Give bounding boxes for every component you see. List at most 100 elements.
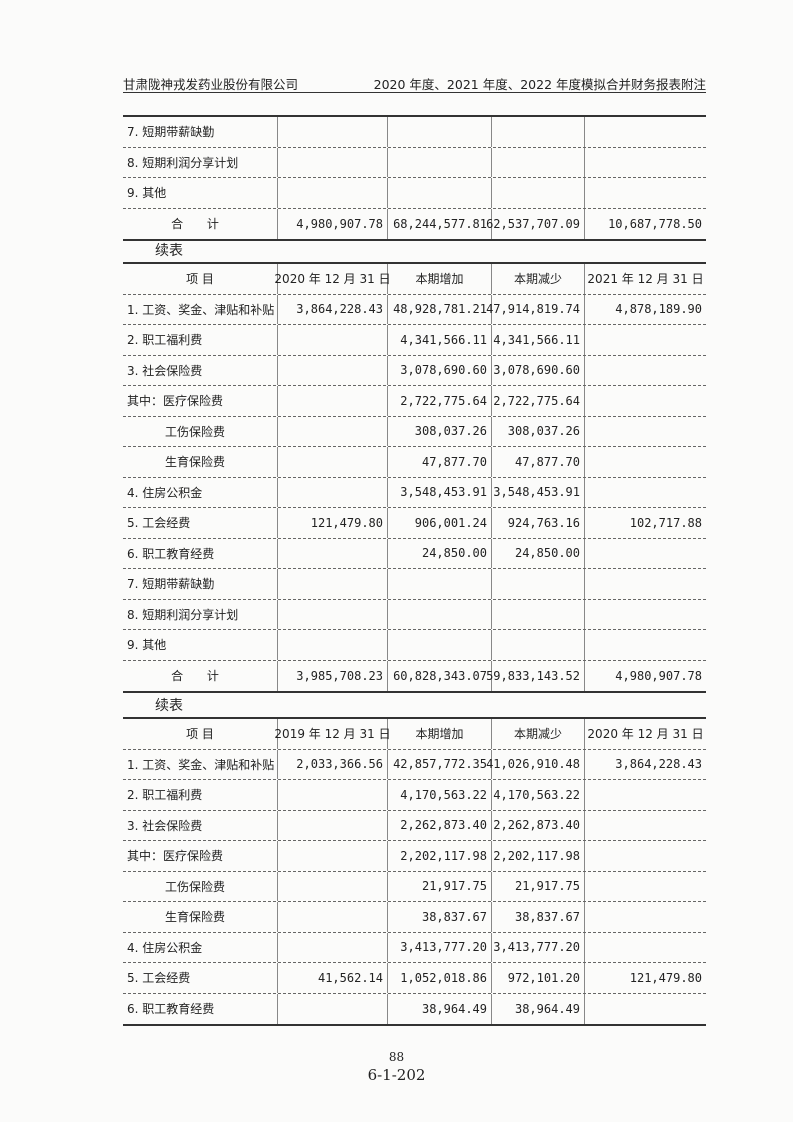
amount-cell: 10,687,778.50 (608, 216, 702, 231)
amount-cell (278, 902, 388, 932)
table-row: 5. 工会经费 121,479.80 906,001.24 924,763.16 102… (123, 508, 706, 539)
amount-cell (278, 178, 388, 208)
amount-cell (278, 841, 388, 871)
amount-cell (585, 569, 706, 599)
amount-cell (278, 599, 388, 629)
amount-cell: 4,980,907.78 (278, 208, 388, 239)
column-header: 2020 年 12 月 31 日 (274, 264, 391, 294)
item-label: 4. 住房公积金 (123, 932, 278, 962)
amount-cell (492, 117, 585, 147)
amount-cell (278, 147, 388, 177)
amount-cell: 3,078,690.60 (388, 355, 492, 385)
amount-cell (492, 599, 585, 629)
amount-cell (278, 932, 388, 962)
amount-cell (585, 117, 706, 147)
amount-cell: 47,877.70 (492, 447, 585, 477)
amount-cell: 47,914,819.74 (486, 294, 585, 324)
table-row: 8. 短期利润分享计划 (123, 147, 706, 178)
item-label: 2. 职工福利费 (123, 325, 278, 355)
amount-cell: 38,964.49 (388, 993, 492, 1024)
item-label: 3. 社会保险费 (123, 355, 278, 385)
table-header-row: 项 目 2020 年 12 月 31 日本期增加 本期减少 2021 年 12 月 3… (123, 264, 706, 295)
amount-cell (585, 630, 706, 660)
item-label: 9. 其他 (123, 630, 278, 660)
amount-cell (492, 147, 585, 177)
table-row: 工伤保险费 21,917.75 21,917.75 (123, 871, 706, 902)
amount-cell: 3,548,453.91 (492, 477, 585, 507)
item-label: 其中：医疗保险费 (123, 386, 278, 416)
table-row: 3. 社会保险费 3,078,690.60 3,078,690.60 (123, 355, 706, 386)
amount-cell: 308,037.26 (388, 416, 492, 446)
amount-cell: 3,548,453.91 (388, 477, 492, 507)
item-label: 8. 短期利润分享计划 (123, 147, 278, 177)
amount-cell (388, 178, 492, 208)
column-header: 本期增加 (388, 719, 492, 749)
amount-cell (585, 902, 706, 932)
item-label: 1. 工资、奖金、津贴和补贴 (123, 294, 278, 324)
amount-cell: 41,562.14 (278, 963, 388, 993)
amount-cell (278, 477, 388, 507)
table-row: 7. 短期带薪缺勤 (123, 117, 706, 148)
amount-cell: 3,985,708.23 (278, 660, 388, 691)
company-name: 甘肃陇神戎发药业股份有限公司 (123, 77, 299, 92)
amount-cell (585, 994, 706, 1025)
item-label: 4. 住房公积金 (123, 477, 278, 507)
amount-cell: 121,479.80 (629, 970, 702, 985)
item-label: 6. 职工教育经费 (123, 538, 278, 568)
amount-cell: 2,033,366.56 (278, 749, 388, 779)
amount-cell: 48,928,781.21 (388, 294, 492, 324)
amount-cell: 4,980,907.78 (615, 668, 702, 683)
table-2020: 项 目 2019 年 12 月 31 日本期增加 本期减少 2020 年 12 月 3… (123, 717, 706, 1026)
column-header: 本期减少 (492, 719, 585, 749)
amount-cell (585, 356, 706, 386)
amount-cell: 24,850.00 (388, 538, 492, 568)
header-divider (123, 92, 706, 93)
amount-cell: 4,170,563.22 (492, 780, 585, 810)
amount-cell: 3,864,228.43 (615, 757, 702, 772)
table-row: 2. 职工福利费 4,341,566.11 4,341,566.11 (123, 325, 706, 356)
amount-cell (388, 569, 492, 599)
amount-cell: 3,078,690.60 (492, 355, 585, 385)
amount-cell (278, 810, 388, 840)
column-header: 本期增加 (388, 264, 492, 294)
item-label: 8. 短期利润分享计划 (123, 599, 278, 629)
table-row: 7. 短期带薪缺勤 (123, 569, 706, 600)
amount-cell: 38,837.67 (492, 902, 585, 932)
table-row: 合 计 4,980,907.78 68,244,577.81 62,537,707.0… (123, 208, 706, 239)
amount-cell (278, 386, 388, 416)
item-label: 7. 短期带薪缺勤 (123, 117, 278, 147)
amount-cell (278, 416, 388, 446)
amount-cell: 4,878,189.90 (615, 302, 702, 317)
amount-cell (585, 447, 706, 477)
amount-cell: 47,877.70 (388, 447, 492, 477)
amount-cell: 2,722,775.64 (492, 386, 585, 416)
amount-cell (585, 933, 706, 963)
column-header: 项 目 (123, 264, 278, 294)
table-row: 5. 工会经费 41,562.14 1,052,018.86 972,101.20 12… (123, 963, 706, 994)
amount-cell: 24,850.00 (492, 538, 585, 568)
amount-cell: 3,413,777.20 (492, 932, 585, 962)
amount-cell (278, 117, 388, 147)
table-2021: 项 目 2020 年 12 月 31 日本期增加 本期减少 2021 年 12 月 3… (123, 262, 706, 693)
amount-cell: 68,244,577.81 (388, 208, 492, 239)
amount-cell: 21,917.75 (388, 871, 492, 901)
item-label: 7. 短期带薪缺勤 (123, 569, 278, 599)
continued-label: 续表 (155, 243, 183, 259)
table-row: 2. 职工福利费 4,170,563.22 4,170,563.22 (123, 780, 706, 811)
amount-cell (585, 872, 706, 902)
amount-cell (278, 780, 388, 810)
table-row: 合 计 3,985,708.23 60,828,343.07 59,833,143.5… (123, 660, 706, 691)
amount-cell (278, 871, 388, 901)
amount-cell: 906,001.24 (388, 508, 492, 538)
report-title: 2020 年度、2021 年度、2022 年度模拟合并财务报表附注 (373, 77, 706, 92)
amount-cell (278, 355, 388, 385)
amount-cell (388, 117, 492, 147)
amount-cell (585, 386, 706, 416)
amount-cell (278, 325, 388, 355)
table-row: 其中：医疗保险费 2,202,117.98 2,202,117.98 (123, 841, 706, 872)
item-label: 其中：医疗保险费 (123, 841, 278, 871)
amount-cell (492, 630, 585, 660)
table-row: 9. 其他 (123, 178, 706, 209)
total-label: 合 计 (123, 660, 278, 691)
